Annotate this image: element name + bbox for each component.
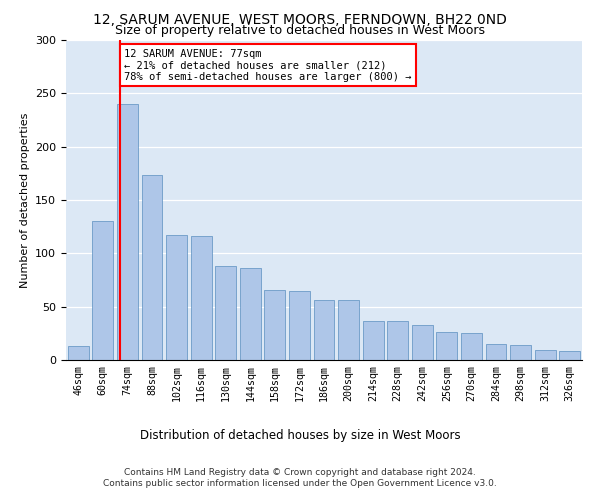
Bar [436,332,457,360]
Bar [117,104,138,360]
Bar [535,350,556,360]
Y-axis label: Number of detached properties: Number of detached properties [20,112,29,288]
Bar [68,346,89,360]
Bar [510,345,531,360]
Bar [387,320,408,360]
Bar [92,222,113,360]
Bar [461,334,482,360]
Bar [362,320,383,360]
Bar [314,300,334,360]
Bar [240,268,261,360]
Bar [265,290,286,360]
Bar [412,325,433,360]
Bar [338,300,359,360]
Text: 12, SARUM AVENUE, WEST MOORS, FERNDOWN, BH22 0ND: 12, SARUM AVENUE, WEST MOORS, FERNDOWN, … [93,12,507,26]
Bar [166,235,187,360]
Bar [215,266,236,360]
Bar [485,344,506,360]
Text: 12 SARUM AVENUE: 77sqm
← 21% of detached houses are smaller (212)
78% of semi-de: 12 SARUM AVENUE: 77sqm ← 21% of detached… [124,48,412,82]
Bar [289,290,310,360]
Text: Size of property relative to detached houses in West Moors: Size of property relative to detached ho… [115,24,485,37]
Bar [191,236,212,360]
Bar [142,176,163,360]
Bar [559,352,580,360]
Text: Distribution of detached houses by size in West Moors: Distribution of detached houses by size … [140,430,460,442]
Text: Contains HM Land Registry data © Crown copyright and database right 2024.
Contai: Contains HM Land Registry data © Crown c… [103,468,497,487]
